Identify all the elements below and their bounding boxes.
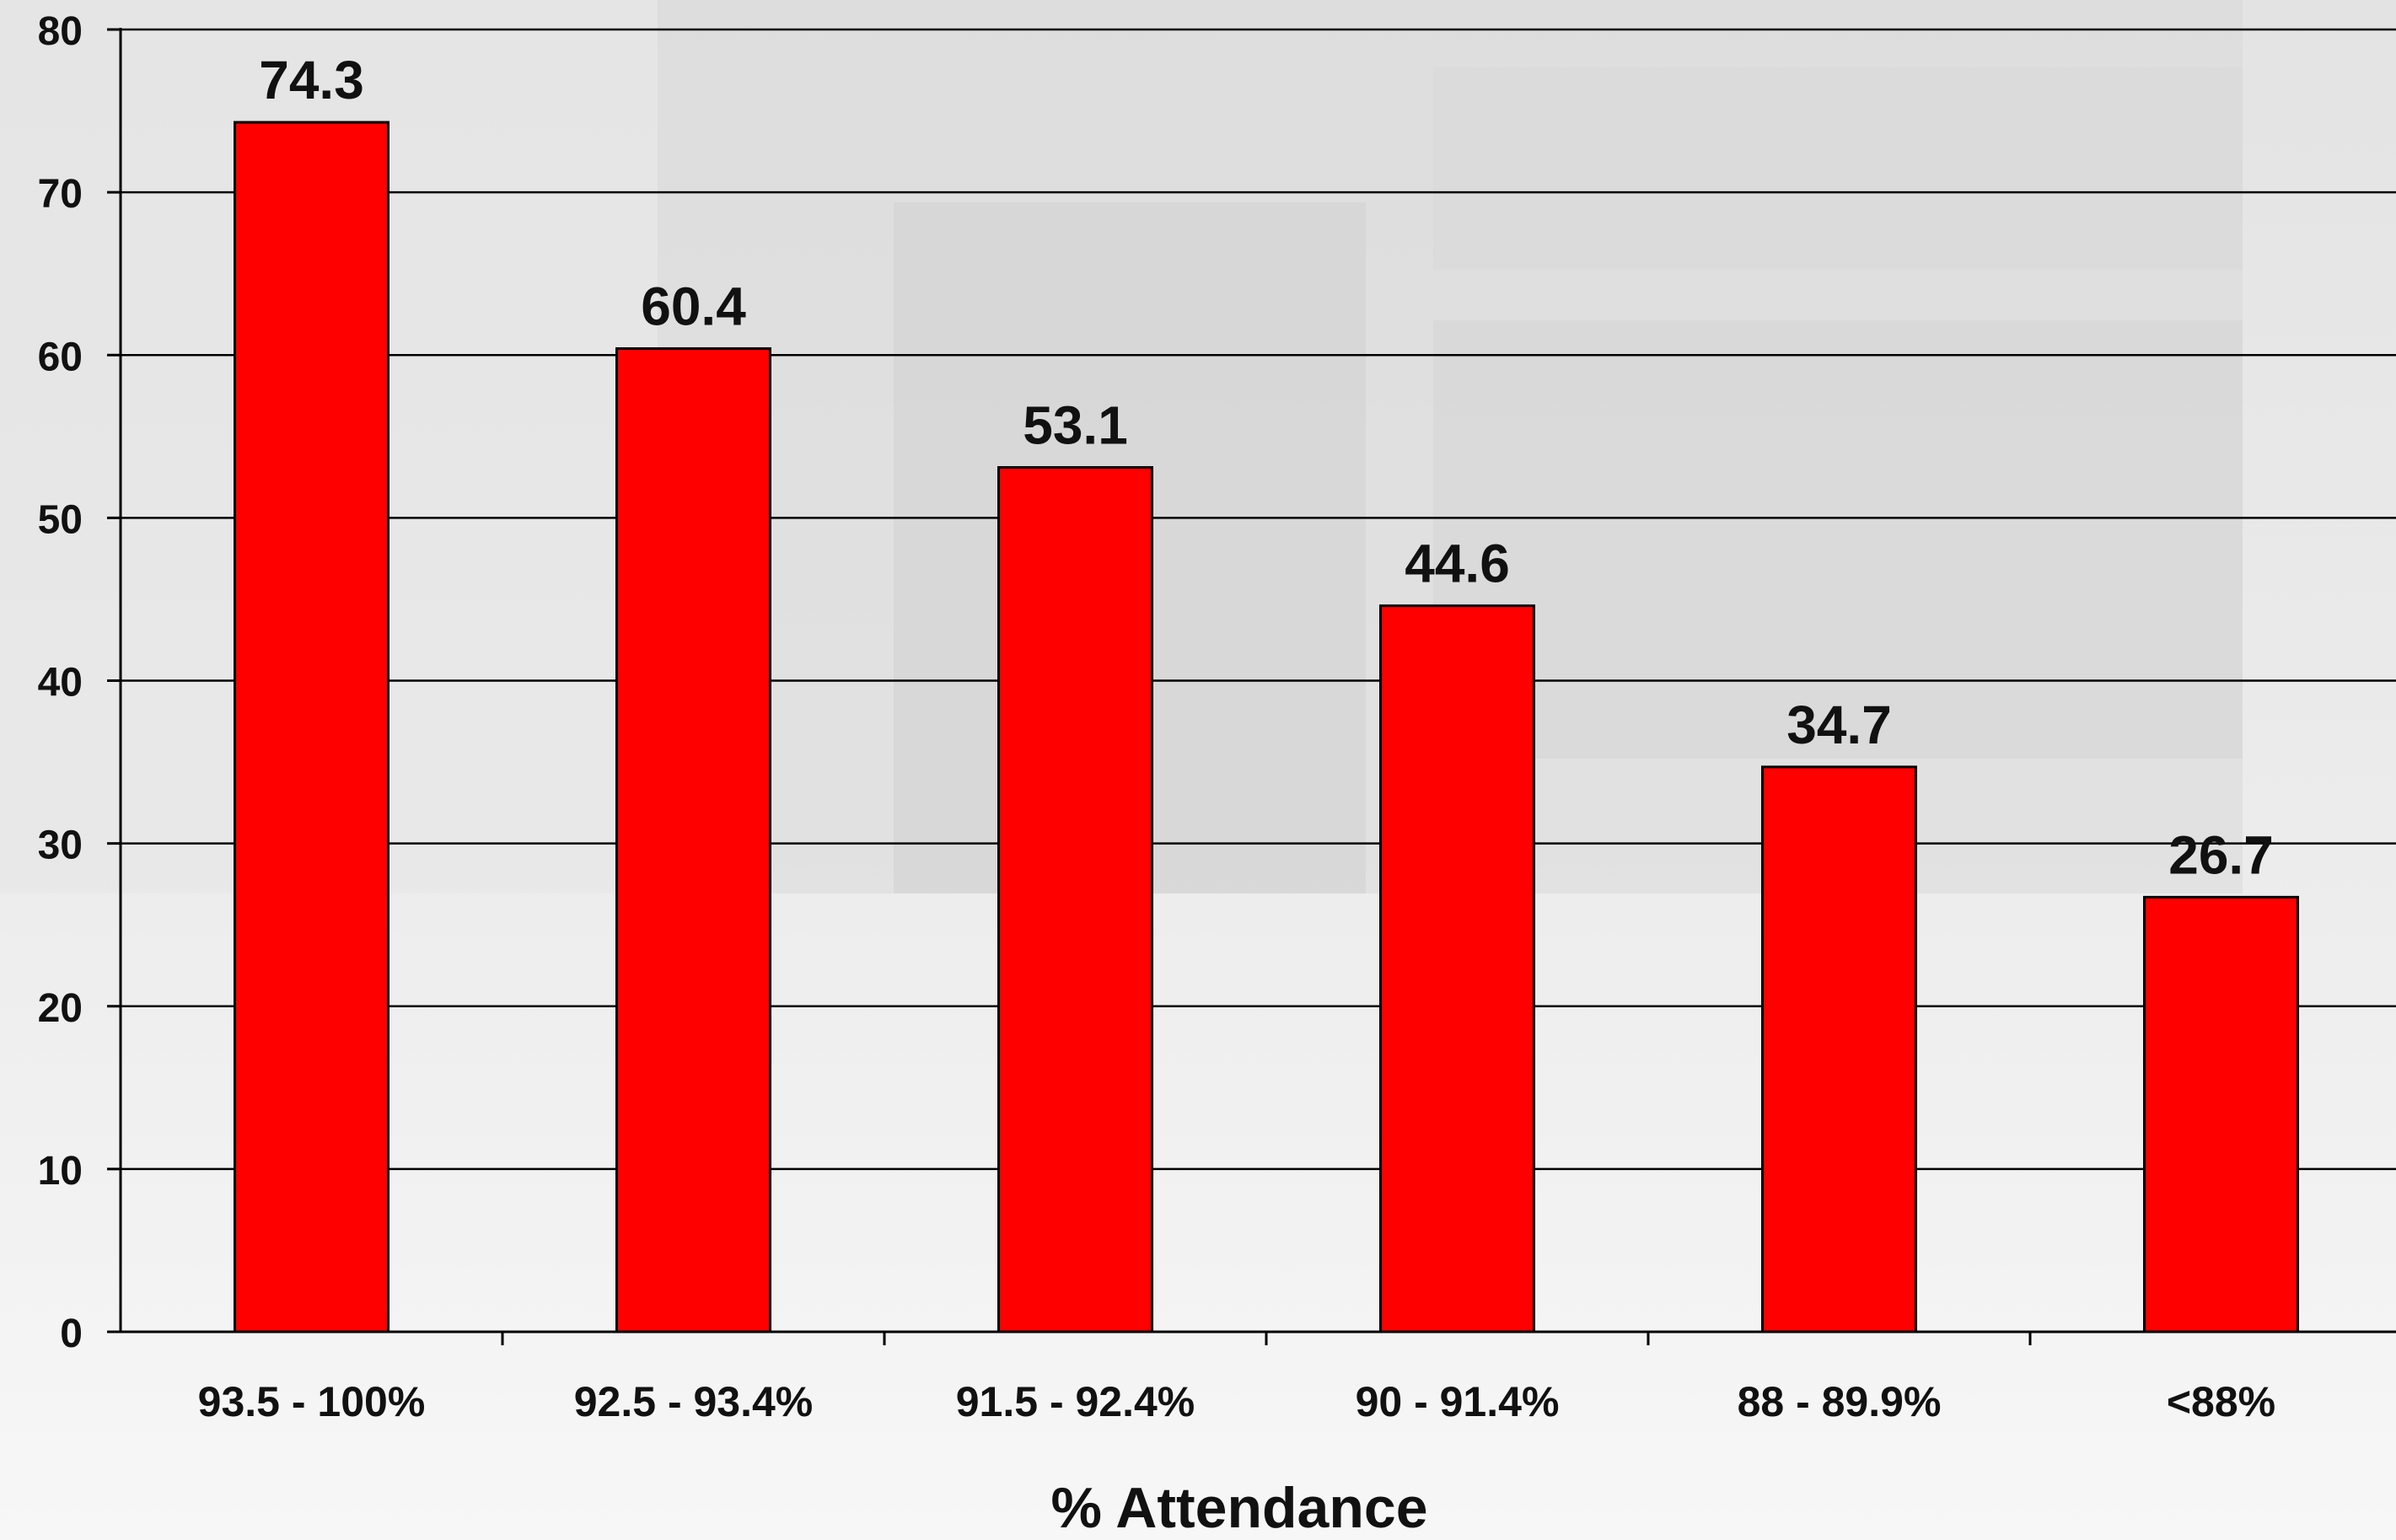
x-tick-label: 88 - 89.9% xyxy=(1738,1378,1942,1425)
y-tick-label: 20 xyxy=(38,986,83,1031)
data-label: 53.1 xyxy=(1023,395,1128,456)
y-tick-label: 30 xyxy=(38,824,83,868)
data-label: 60.4 xyxy=(641,276,746,337)
data-label: 44.6 xyxy=(1405,534,1510,594)
bar xyxy=(615,347,771,1333)
y-tick-label: 0 xyxy=(60,1312,83,1356)
bar xyxy=(2143,895,2299,1333)
y-tick-label: 60 xyxy=(38,335,83,379)
y-tick-label: 40 xyxy=(38,661,83,706)
bar xyxy=(234,121,389,1333)
y-tick-label: 70 xyxy=(38,172,83,217)
y-tick-label: 80 xyxy=(38,9,83,54)
data-label: 34.7 xyxy=(1786,695,1892,755)
data-labels: 74.3 60.4 53.1 44.6 34.7 26.7 xyxy=(259,50,2274,885)
x-tick-label: <88% xyxy=(2167,1378,2275,1425)
bar xyxy=(1379,604,1535,1333)
gridlines xyxy=(121,28,2396,1171)
bar xyxy=(997,466,1153,1333)
x-tick-label: 92.5 - 93.4% xyxy=(574,1378,814,1425)
axes xyxy=(107,28,2396,1345)
x-tick-label: 93.5 - 100% xyxy=(198,1378,426,1425)
x-axis-title: % Attendance xyxy=(1050,1476,1427,1540)
x-tick-label: 90 - 91.4% xyxy=(1356,1378,1560,1425)
x-tick-label: 91.5 - 92.4% xyxy=(956,1378,1195,1425)
data-label: 74.3 xyxy=(259,50,364,110)
y-tick-label: 10 xyxy=(38,1149,83,1194)
bar xyxy=(1761,765,1917,1333)
tick-labels: 0 10 20 30 40 50 60 70 80 93.5 - 100% 92.5 - 93.4%… xyxy=(38,9,2276,1425)
data-label: 26.7 xyxy=(2168,824,2274,885)
bars xyxy=(234,121,2299,1333)
y-tick-label: 50 xyxy=(38,497,83,542)
